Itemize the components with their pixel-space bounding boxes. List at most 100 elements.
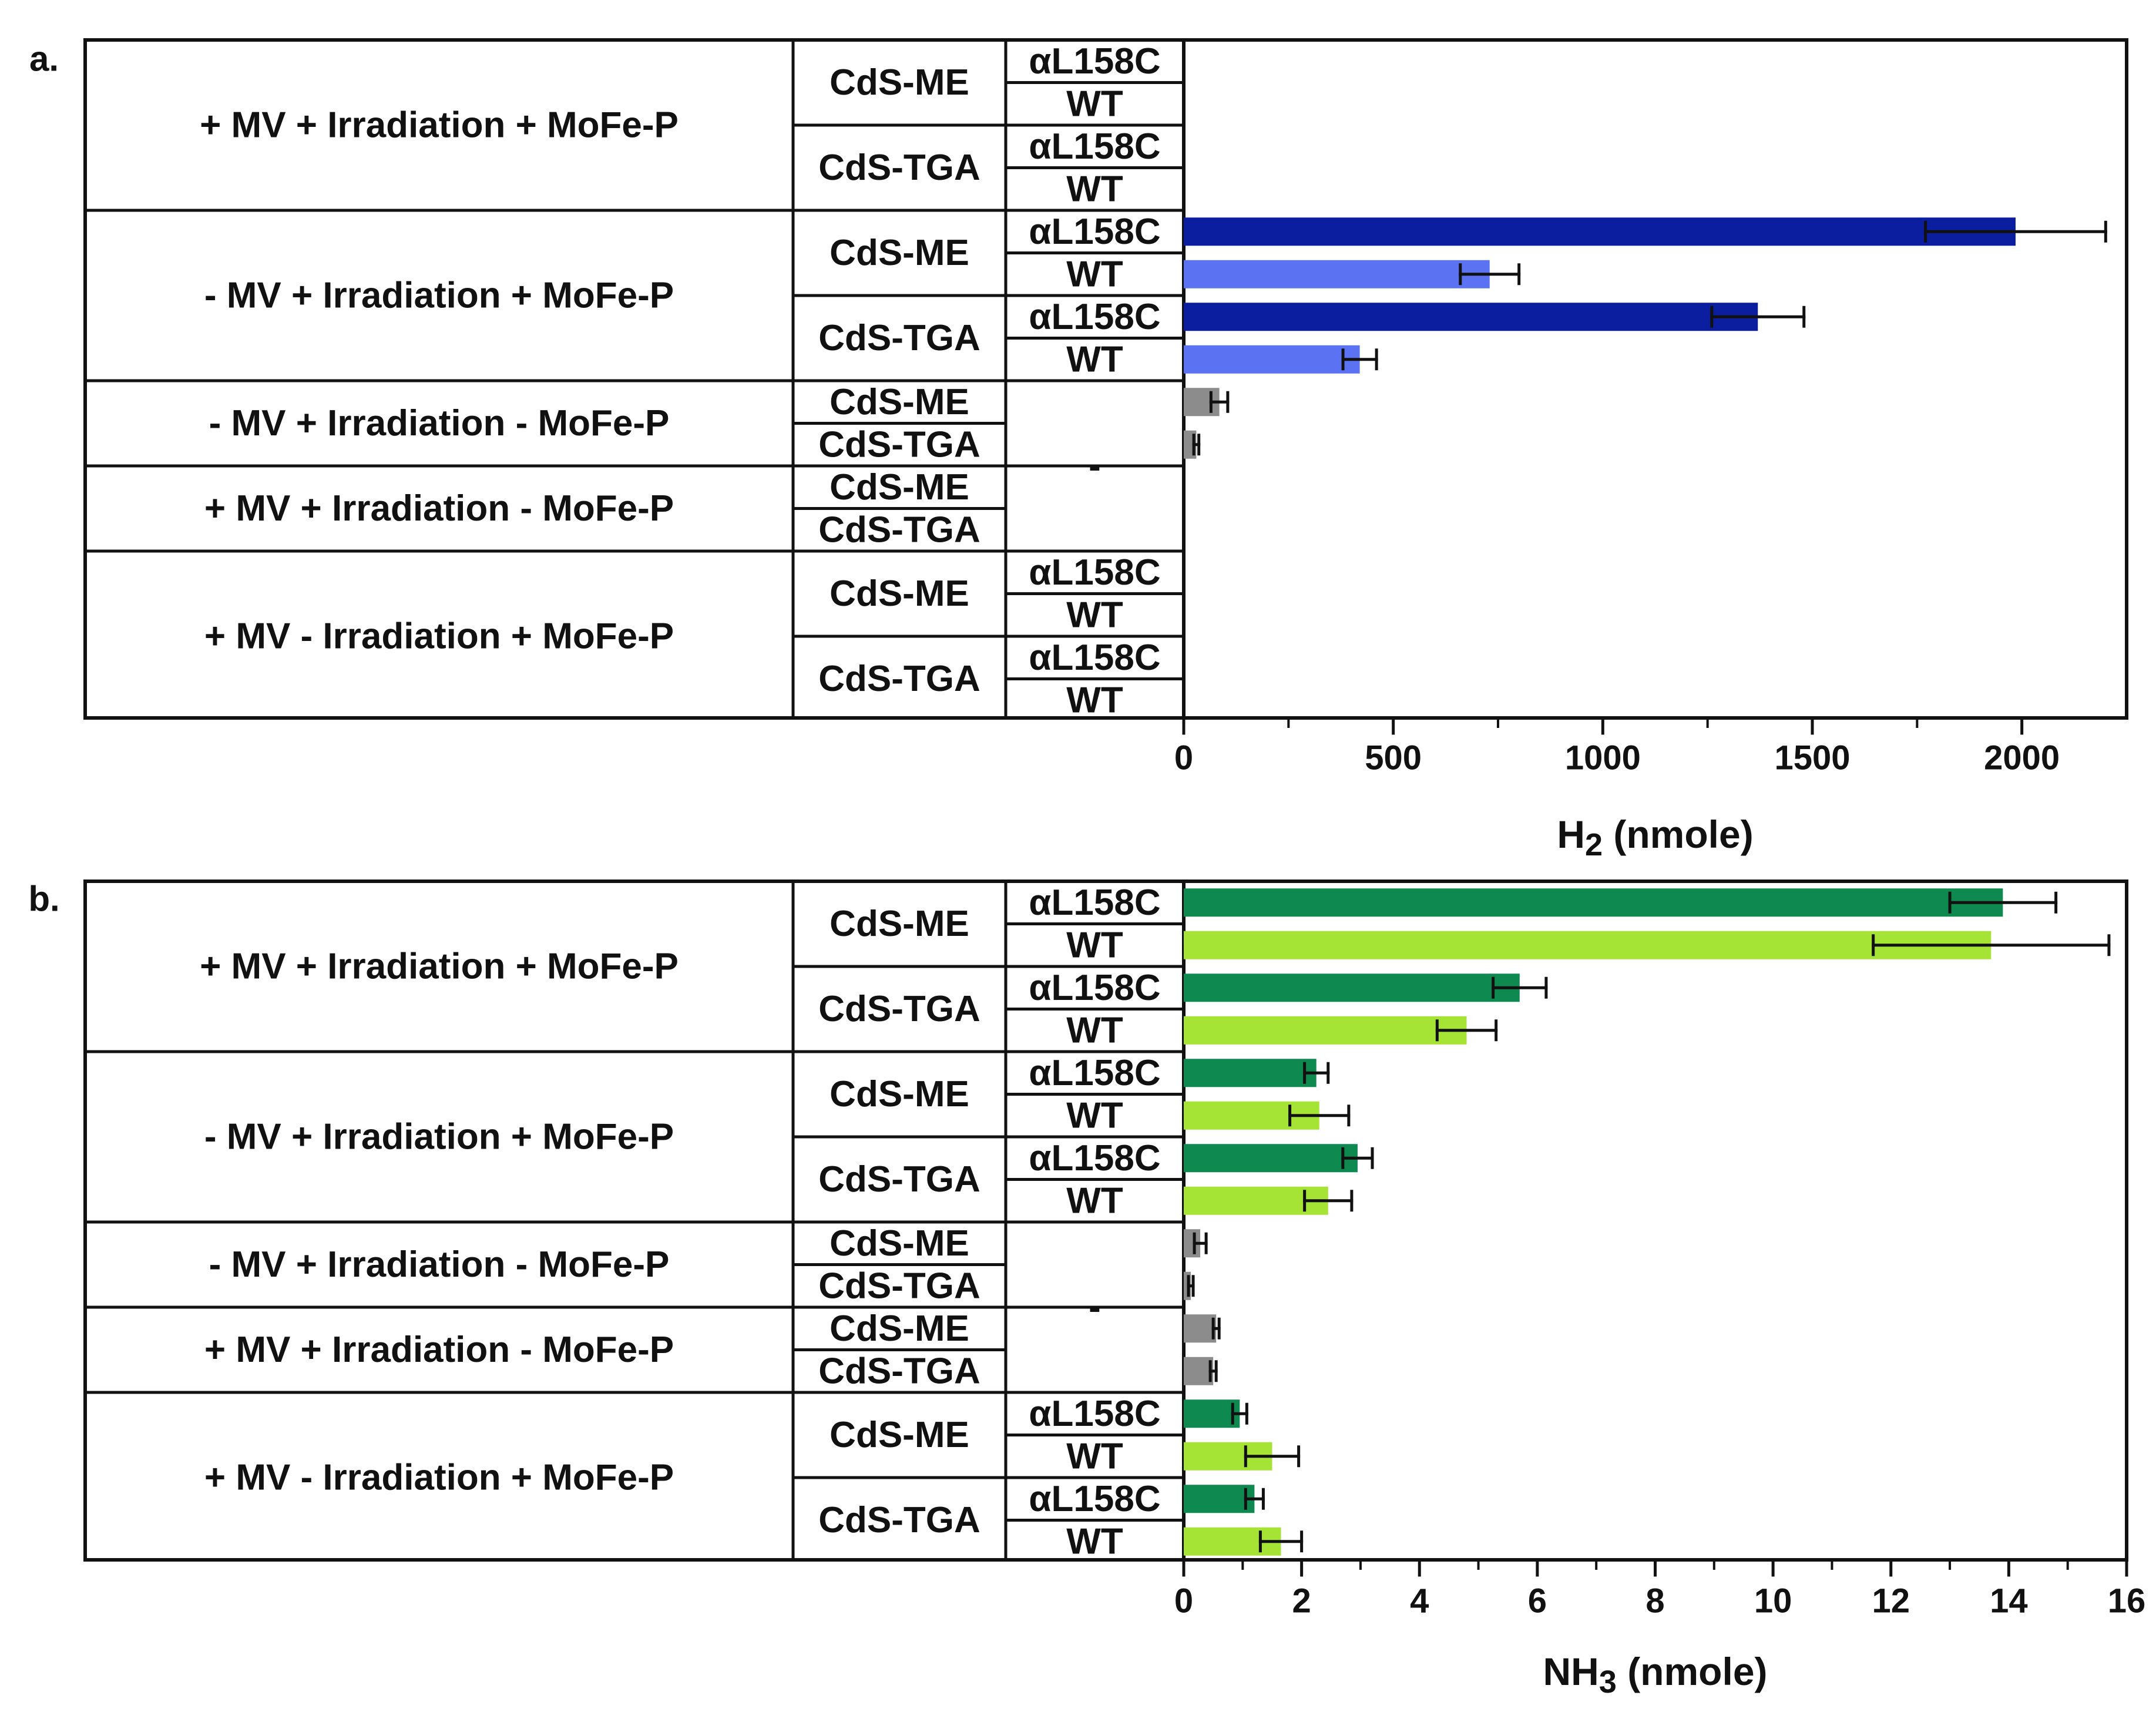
x-tick-label: 500 <box>1365 739 1422 777</box>
sample-label: CdS-ME <box>830 904 969 944</box>
bar <box>1184 1144 1358 1173</box>
protein-label: αL158C <box>1029 126 1160 167</box>
bar <box>1184 1485 1255 1513</box>
bar <box>1184 1059 1317 1087</box>
x-axis-label-subscript: 2 <box>1585 827 1603 862</box>
sample-label: CdS-TGA <box>818 659 980 699</box>
protein-label: αL158C <box>1029 1138 1160 1179</box>
x-tick-label: 2000 <box>1984 739 2060 777</box>
bar <box>1184 931 1992 959</box>
x-axis-label: H2 (nmole) <box>1557 813 1753 862</box>
x-axis-label: NH3 (nmole) <box>1543 1650 1767 1700</box>
protein-label: WT <box>1066 1095 1123 1136</box>
condition-label: - MV + Irradiation + MoFe-P <box>204 1117 674 1157</box>
x-tick-label: 14 <box>1990 1582 2028 1620</box>
sample-label: CdS-ME <box>830 1223 969 1264</box>
sample-label: CdS-ME <box>830 62 969 103</box>
sample-label: CdS-ME <box>830 233 969 273</box>
sample-label: CdS-TGA <box>818 989 980 1029</box>
sample-label: CdS-TGA <box>818 1265 980 1306</box>
condition-group: + MV - Irradiation + MoFe-P CdS-ME αL158CW… <box>83 549 1186 720</box>
protein-label: WT <box>1066 925 1123 965</box>
protein-label: WT <box>1066 254 1123 294</box>
bar <box>1184 1399 1240 1428</box>
bar <box>1184 303 1758 331</box>
condition-label: + MV + Irradiation + MoFe-P <box>200 105 679 146</box>
protein-label: WT <box>1066 83 1123 124</box>
protein-label: WT <box>1066 595 1123 635</box>
protein-label: αL158C <box>1029 297 1160 337</box>
bar <box>1184 974 1520 1002</box>
protein-label: αL158C <box>1029 1479 1160 1519</box>
protein-label: WT <box>1066 1010 1123 1050</box>
sample-label: CdS-TGA <box>818 1351 980 1391</box>
protein-label: WT <box>1066 1436 1123 1476</box>
protein-label: αL158C <box>1029 1053 1160 1093</box>
sample-label: CdS-TGA <box>818 147 980 188</box>
condition-label: + MV + Irradiation - MoFe-P <box>204 1330 674 1370</box>
x-axis-label-unit: (nmole) <box>1617 1650 1768 1693</box>
protein-label: WT <box>1066 1180 1123 1221</box>
panel-label: b. <box>28 880 59 919</box>
x-tick-label: 0 <box>1174 739 1193 777</box>
condition-group: + MV - Irradiation + MoFe-PCdS-MEαL158CW… <box>83 1391 1304 1562</box>
protein-label: WT <box>1066 339 1123 380</box>
x-tick-label: 2 <box>1292 1582 1311 1620</box>
sample-label: CdS-ME <box>830 467 969 508</box>
sample-label: CdS-TGA <box>818 509 980 550</box>
protein-label: αL158C <box>1029 968 1160 1008</box>
x-tick-label: 12 <box>1872 1582 1910 1620</box>
bar <box>1184 217 2016 246</box>
protein-label-none: - <box>1089 446 1101 486</box>
x-axis-label-unit: (nmole) <box>1603 813 1754 856</box>
sample-label: CdS-ME <box>830 1415 969 1455</box>
condition-group: + MV + Irradiation + MoFe-PCdS-MEαL158CW… <box>200 41 1186 209</box>
protein-label: αL158C <box>1029 41 1160 82</box>
condition-label: - MV + Irradiation + MoFe-P <box>204 276 674 316</box>
protein-label: WT <box>1066 169 1123 209</box>
condition-group: + MV + Irradiation + MoFe-PCdS-MEαL158CW… <box>200 882 2111 1050</box>
sample-label: CdS-TGA <box>818 1500 980 1540</box>
x-tick-label: 4 <box>1410 1582 1429 1620</box>
sample-label: CdS-ME <box>830 1074 969 1115</box>
panel-label: a. <box>29 39 59 79</box>
condition-label: + MV + Irradiation - MoFe-P <box>204 488 674 529</box>
sample-label: CdS-TGA <box>818 1159 980 1200</box>
protein-label: αL158C <box>1029 637 1160 678</box>
x-axis-label-subscript: 3 <box>1599 1664 1617 1700</box>
bar <box>1184 260 1490 288</box>
bar <box>1184 888 2003 917</box>
protein-label: αL158C <box>1029 882 1160 923</box>
protein-label: αL158C <box>1029 212 1160 252</box>
bar <box>1184 1314 1217 1343</box>
sample-label: CdS-ME <box>830 382 969 422</box>
protein-label-none: - <box>1089 1287 1101 1328</box>
condition-group: - MV + Irradiation + MoFe-PCdS-MEαL158CW… <box>83 209 2107 380</box>
condition-label: + MV - Irradiation + MoFe-P <box>204 616 674 657</box>
condition-group: - MV + Irradiation + MoFe-PCdS-MEαL158CW… <box>83 1050 1374 1221</box>
protein-label: WT <box>1066 1521 1123 1562</box>
panel-a: a. 0 500 1000 1500 2000 H2 (nmole) + MV + Irrad… <box>29 38 2128 862</box>
x-axis-label-main: NH <box>1543 1650 1598 1693</box>
condition-label: + MV + Irradiation + MoFe-P <box>200 946 679 987</box>
bar <box>1184 1357 1214 1385</box>
panel-b: b. 0 2 4 6 8 10 12 14 16 NH3 (nmole) + MV + Irradia… <box>28 880 2145 1700</box>
x-tick-label: 0 <box>1174 1582 1193 1620</box>
condition-label: - MV + Irradiation - MoFe-P <box>209 1244 670 1285</box>
x-axis-label-main: H <box>1557 813 1585 856</box>
x-tick-label: 10 <box>1754 1582 1792 1620</box>
sample-label: CdS-TGA <box>818 424 980 465</box>
protein-label: WT <box>1066 680 1123 720</box>
x-tick-label: 8 <box>1645 1582 1664 1620</box>
sample-label: CdS-TGA <box>818 318 980 358</box>
x-tick-label: 6 <box>1528 1582 1547 1620</box>
sample-label: CdS-ME <box>830 573 969 614</box>
x-tick-label: 16 <box>2108 1582 2146 1620</box>
bar <box>1184 1016 1467 1045</box>
x-tick-label: 1000 <box>1565 739 1641 777</box>
